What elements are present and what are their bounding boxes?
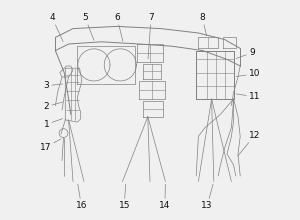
Text: 4: 4	[49, 13, 63, 42]
Text: 7: 7	[148, 13, 154, 59]
Text: 15: 15	[118, 184, 130, 210]
Text: 8: 8	[200, 13, 207, 36]
Text: 11: 11	[236, 92, 260, 101]
Text: 9: 9	[236, 48, 255, 59]
Text: 3: 3	[44, 81, 62, 90]
Text: 12: 12	[238, 131, 260, 156]
Text: 1: 1	[44, 119, 63, 129]
Text: 14: 14	[159, 184, 171, 210]
Text: 13: 13	[202, 184, 213, 210]
Text: 5: 5	[82, 13, 94, 40]
Text: 10: 10	[236, 69, 260, 78]
Text: 2: 2	[44, 102, 63, 111]
Text: 16: 16	[76, 184, 87, 210]
Text: 6: 6	[114, 13, 123, 41]
Text: 17: 17	[40, 139, 61, 152]
